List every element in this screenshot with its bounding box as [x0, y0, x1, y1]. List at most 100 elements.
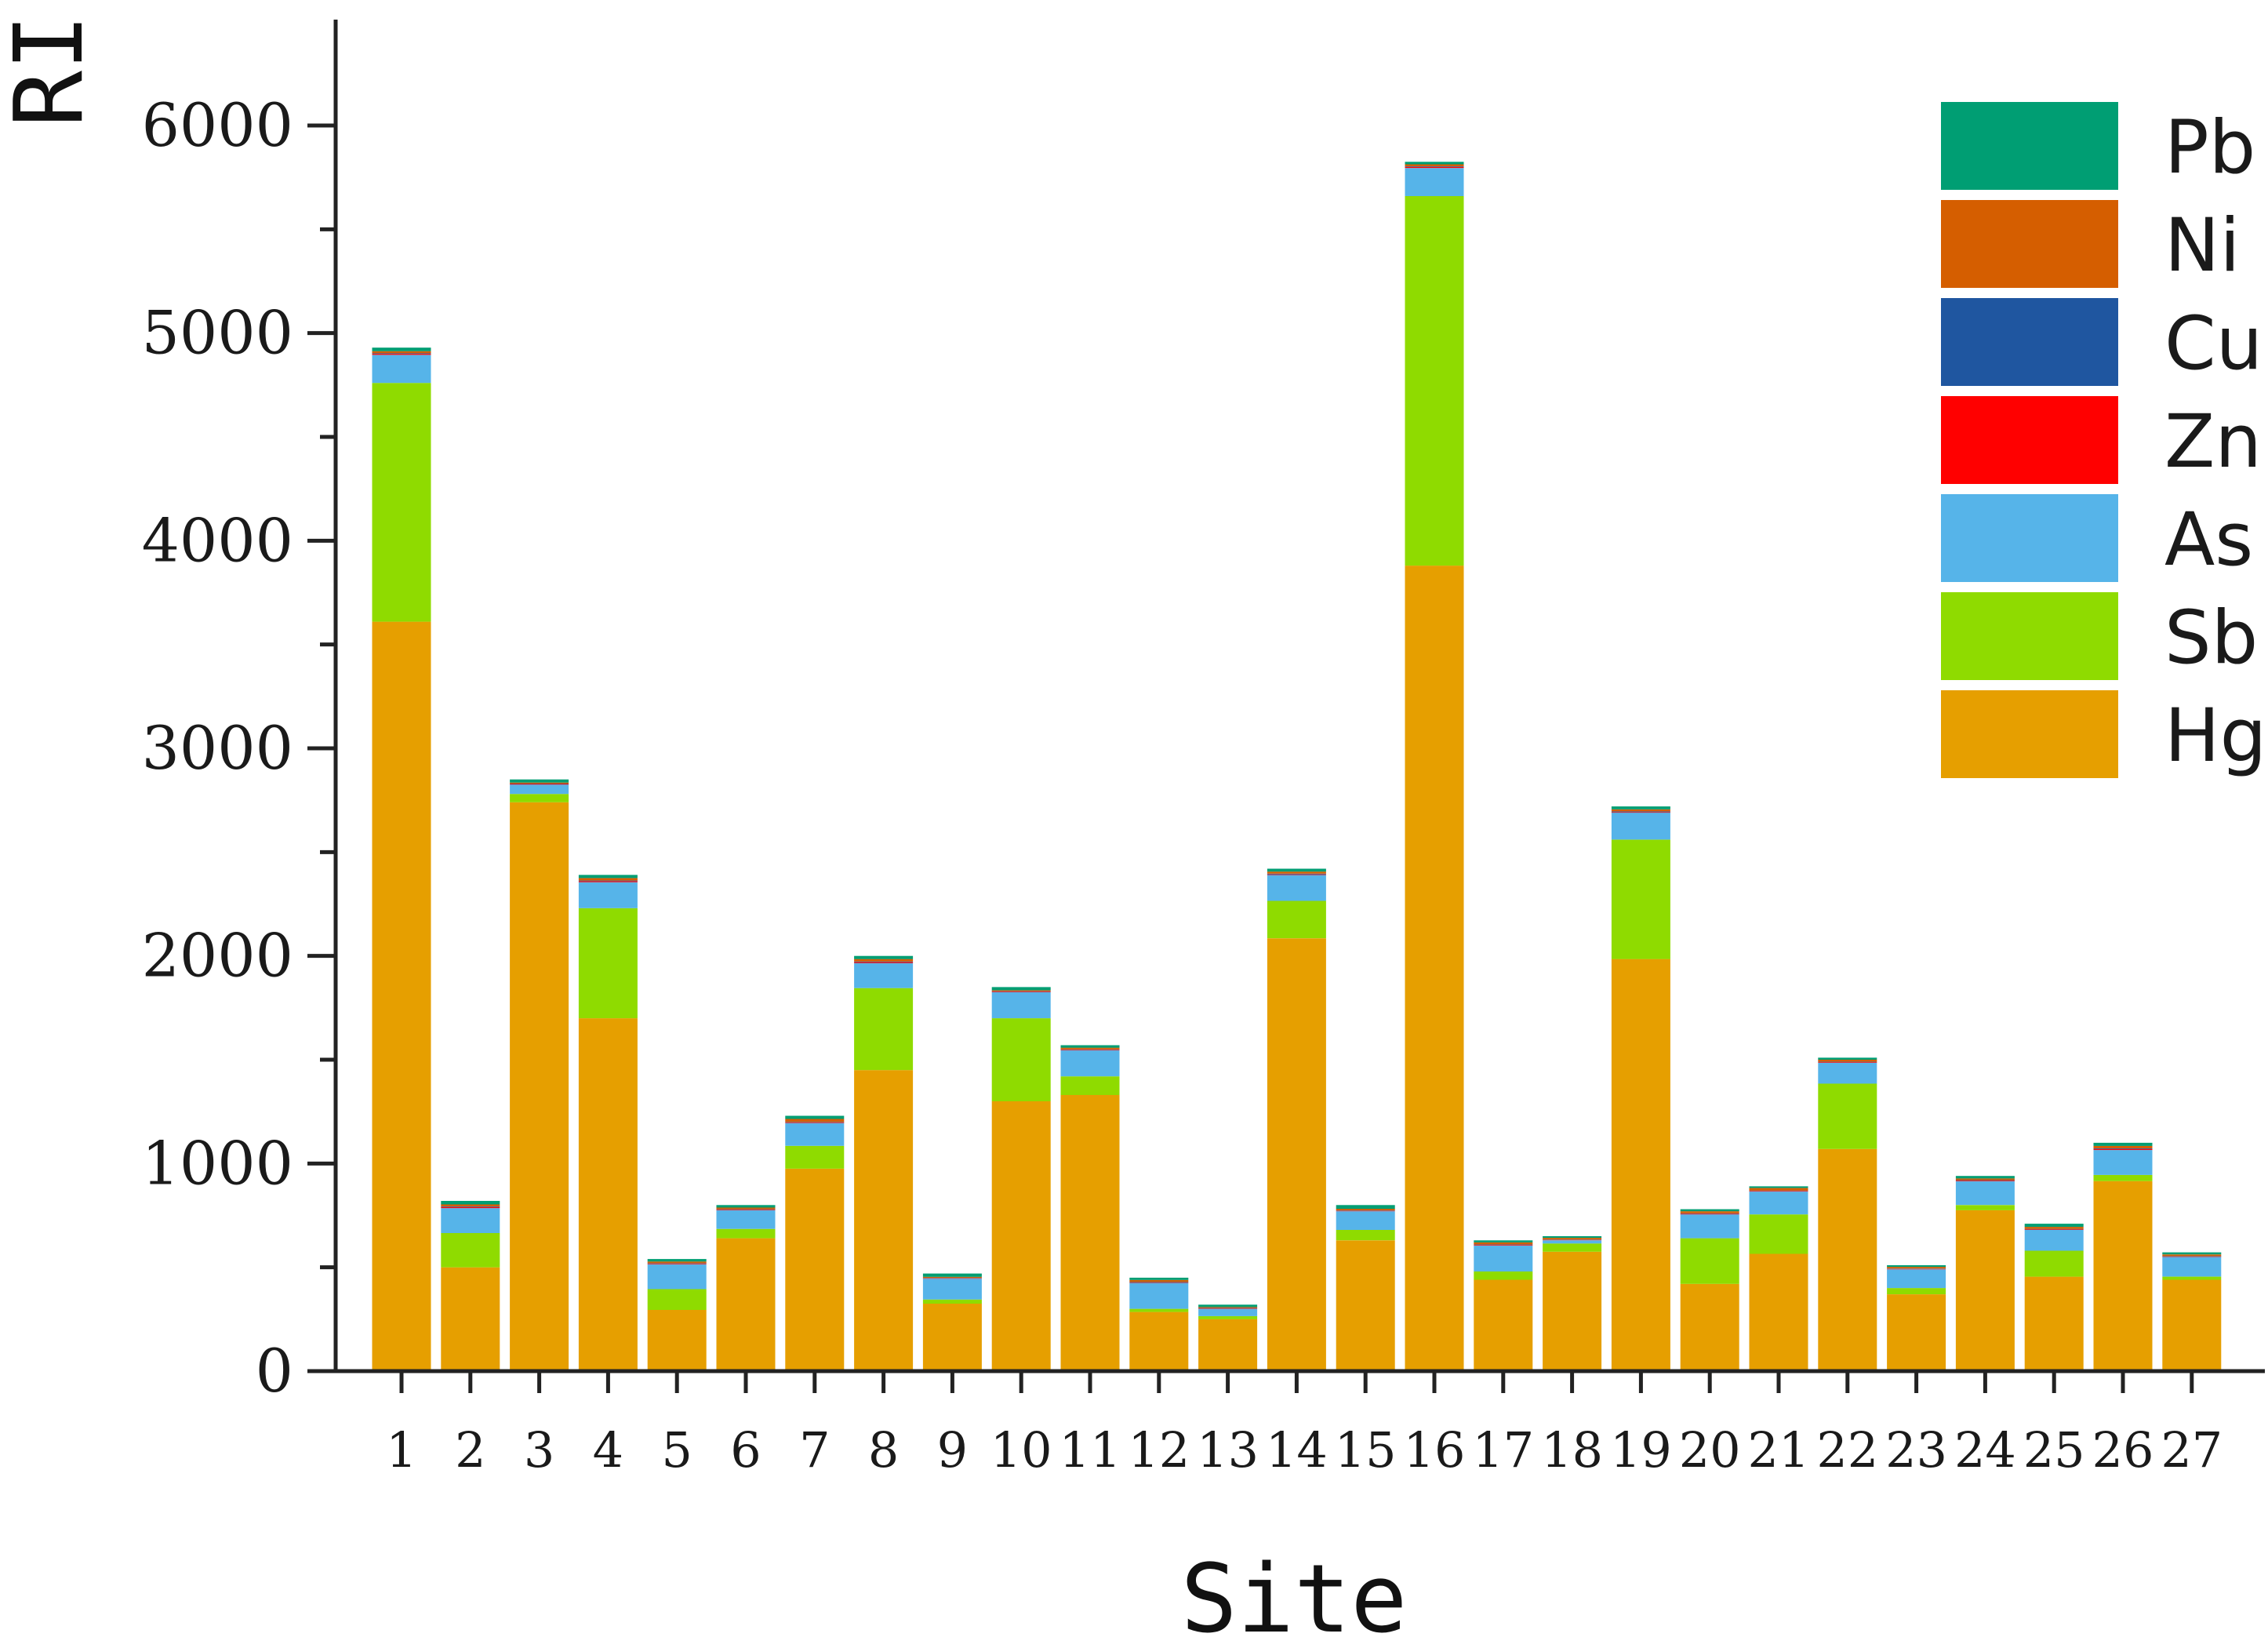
bar-segment-hg-site-14 [1267, 938, 1326, 1371]
x-tick-label-26: 26 [2092, 1421, 2154, 1479]
bar-segment-cu-site-1 [372, 353, 431, 355]
bar-segment-pb-site-12 [1129, 1277, 1189, 1280]
bar-segment-cu-site-13 [1198, 1308, 1257, 1309]
bar-segment-ni-site-11 [1060, 1047, 1120, 1050]
bar-segment-hg-site-9 [922, 1304, 982, 1371]
bar-segment-ni-site-8 [854, 959, 914, 962]
x-tick-label-25: 25 [2023, 1421, 2085, 1479]
legend-item-pb: Pb [1941, 102, 2255, 191]
bar-stack-site-9 [922, 1273, 982, 1371]
bar-segment-pb-site-19 [1611, 806, 1670, 809]
x-tick-label-14: 14 [1266, 1421, 1328, 1479]
bar-segment-sb-site-11 [1060, 1076, 1120, 1095]
x-tick-label-20: 20 [1679, 1421, 1741, 1479]
bar-segment-hg-site-15 [1336, 1240, 1395, 1371]
bar-stack-site-19 [1611, 806, 1670, 1371]
bar-segment-pb-site-20 [1680, 1209, 1739, 1212]
bar-stack-site-21 [1749, 1186, 1808, 1371]
bar-segment-hg-site-25 [2024, 1276, 2084, 1371]
bar-segment-as-site-26 [2093, 1150, 2153, 1175]
bar-segment-ni-site-21 [1749, 1188, 1808, 1191]
bar-segment-ni-site-20 [1680, 1211, 1739, 1213]
bar-segment-pb-site-24 [1955, 1176, 2015, 1179]
bar-segment-hg-site-23 [1887, 1294, 1946, 1371]
bar-stack-site-7 [785, 1115, 845, 1371]
bar-segment-sb-site-8 [854, 988, 914, 1071]
bar-segment-ni-site-16 [1405, 164, 1464, 167]
legend-item-hg: Hg [1941, 690, 2266, 779]
bar-segment-sb-site-23 [1887, 1288, 1946, 1294]
bar-segment-hg-site-26 [2093, 1181, 2153, 1371]
bar-segment-ni-site-3 [510, 782, 569, 784]
bar-segment-zn-site-10 [991, 991, 1051, 992]
bar-segment-hg-site-3 [510, 802, 569, 1371]
bar-segment-ni-site-13 [1198, 1307, 1258, 1308]
bar-stack-site-16 [1405, 162, 1464, 1371]
bar-segment-as-site-19 [1611, 813, 1670, 840]
bar-segment-pb-site-13 [1198, 1304, 1258, 1308]
bar-stack-site-6 [716, 1205, 776, 1371]
bar-segment-hg-site-8 [854, 1070, 914, 1371]
legend: Pb Ni Cu Zn As Sb Hg [1941, 102, 2266, 779]
bar-segment-pb-site-21 [1749, 1186, 1808, 1188]
bar-stack-site-14 [1267, 868, 1326, 1371]
bar-segment-hg-site-2 [441, 1267, 500, 1371]
legend-swatch-hg [1941, 690, 2118, 778]
bar-segment-hg-site-21 [1749, 1253, 1808, 1371]
legend-label-sb: Sb [2164, 595, 2258, 681]
bars-layer [372, 162, 2222, 1371]
bar-segment-as-site-18 [1543, 1240, 1602, 1244]
bar-segment-cu-site-19 [1611, 811, 1670, 813]
bar-segment-as-site-8 [854, 962, 914, 988]
bar-segment-sb-site-17 [1474, 1271, 1533, 1280]
y-tick-label: 6000 [142, 90, 293, 160]
bar-segment-pb-site-17 [1474, 1240, 1533, 1242]
bar-segment-pb-site-23 [1887, 1265, 1946, 1268]
bar-segment-pb-site-26 [2093, 1142, 2153, 1146]
bar-segment-zn-site-4 [578, 881, 638, 882]
bar-segment-sb-site-13 [1198, 1315, 1258, 1319]
bar-segment-ni-site-24 [1955, 1178, 2015, 1181]
legend-item-sb: Sb [1941, 592, 2258, 681]
bar-segment-hg-site-16 [1405, 566, 1464, 1371]
bar-segment-pb-site-22 [1818, 1057, 1877, 1060]
bar-segment-zn-site-2 [441, 1206, 500, 1209]
bar-segment-as-site-11 [1060, 1050, 1120, 1077]
x-ticks: 1 2 3 4 5 6 7 8 9 10 11 12 13 14 15 16 17 18 19 20 21 22 23 24 2… [386, 1371, 2223, 1479]
bar-segment-hg-site-17 [1474, 1279, 1533, 1371]
bar-segment-zn-site-3 [510, 784, 569, 785]
bar-segment-cu-site-9 [922, 1278, 982, 1279]
bar-stack-site-10 [991, 987, 1051, 1371]
x-tick-label-23: 23 [1885, 1421, 1947, 1479]
bar-segment-pb-site-2 [441, 1201, 500, 1205]
bar-stack-site-25 [2024, 1224, 2084, 1371]
x-tick-label-2: 2 [455, 1421, 485, 1479]
bar-segment-hg-site-24 [1955, 1210, 2015, 1371]
bar-segment-sb-site-26 [2093, 1174, 2153, 1181]
bar-stack-site-18 [1543, 1236, 1602, 1371]
bar-segment-cu-site-14 [1267, 873, 1326, 875]
bar-segment-zn-site-20 [1680, 1213, 1739, 1215]
legend-swatch-cu [1941, 298, 2118, 386]
legend-swatch-sb [1941, 592, 2118, 680]
bar-segment-hg-site-11 [1060, 1095, 1120, 1371]
bar-segment-sb-site-3 [510, 794, 569, 802]
bar-segment-hg-site-18 [1543, 1251, 1602, 1371]
bar-segment-ni-site-7 [785, 1119, 845, 1122]
bar-segment-zn-site-25 [2024, 1229, 2084, 1230]
bar-stack-site-15 [1336, 1205, 1395, 1371]
bar-stack-site-17 [1474, 1240, 1533, 1371]
bar-segment-as-site-24 [1955, 1181, 2015, 1206]
bar-segment-ni-site-18 [1543, 1238, 1602, 1240]
bar-segment-cu-site-25 [2024, 1228, 2084, 1230]
bar-segment-sb-site-7 [785, 1145, 845, 1169]
bar-segment-pb-site-8 [854, 955, 914, 959]
bar-segment-hg-site-4 [578, 1018, 638, 1371]
bar-stack-site-1 [372, 347, 431, 1371]
bar-segment-sb-site-14 [1267, 900, 1326, 939]
bar-segment-cu-site-16 [1405, 166, 1464, 167]
bar-segment-hg-site-19 [1611, 959, 1670, 1371]
bar-segment-zn-site-8 [854, 962, 914, 963]
